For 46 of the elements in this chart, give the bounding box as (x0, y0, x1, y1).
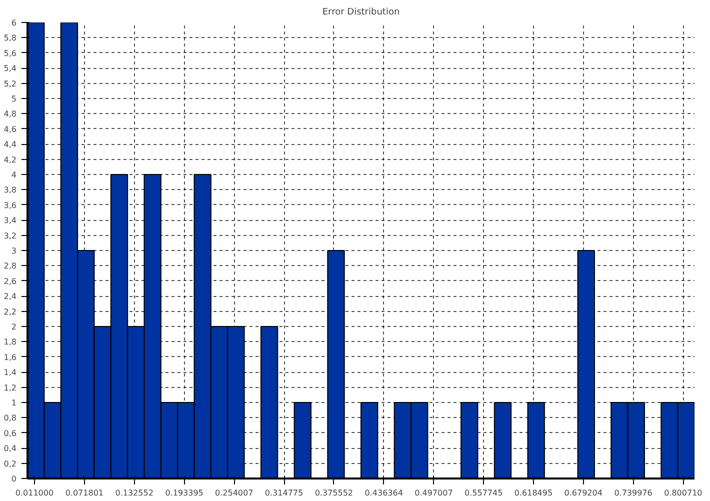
x-tick-label: 0.557745 (464, 488, 503, 498)
x-tick-label: 0.497007 (414, 488, 453, 498)
x-tick-label: 0.314775 (264, 488, 304, 498)
chart-title: Error Distribution (322, 8, 400, 18)
y-tick-label: 3,6 (4, 200, 17, 210)
y-tick-label: 1,2 (4, 383, 17, 392)
y-tick-label: 5,8 (4, 34, 17, 43)
x-tick-label: 0.132552 (115, 488, 154, 498)
y-tick-label: 3,4 (4, 216, 17, 226)
y-tick-label: 4 (11, 170, 17, 180)
y-tick-label: 4,8 (4, 110, 17, 119)
y-tick-label: 1,6 (4, 352, 17, 362)
y-tick-label: 2,2 (4, 307, 17, 316)
y-tick-label: 1,8 (4, 338, 17, 347)
y-tick-label: 5,4 (4, 64, 17, 74)
x-tick-label: 0.071801 (65, 488, 104, 498)
y-tick-label: 0,2 (4, 459, 17, 468)
x-tick-label: 0.739976 (614, 488, 652, 498)
x-tick-label: 0.193395 (165, 488, 204, 498)
y-tick-label: 3,8 (4, 186, 17, 195)
y-tick-label: 2,6 (4, 276, 17, 286)
x-tick-label: 0.375552 (314, 488, 354, 498)
y-tick-label: 3 (11, 246, 17, 256)
y-tick-label: 5,2 (4, 79, 17, 88)
y-tick-label: 0,4 (4, 444, 17, 454)
y-tick-label: 1 (11, 398, 17, 408)
x-tick-label: 0.254007 (215, 488, 254, 498)
x-tick-label: 0.618495 (514, 488, 553, 498)
y-tick-label: 5 (11, 94, 17, 104)
x-tick-label: 0.800710 (664, 488, 702, 498)
y-tick-label: 4,2 (4, 155, 17, 164)
x-tick-label: 0.011000 (15, 488, 54, 498)
x-tick-label: 0.679204 (564, 488, 602, 498)
x-tick-label: 0.436364 (364, 488, 403, 498)
y-tick-label: 0 (11, 474, 17, 484)
y-tick-label: 2,8 (4, 262, 17, 271)
y-tick-label: 6 (11, 18, 17, 28)
y-tick-label: 3,2 (4, 231, 17, 240)
y-tick-label: 4,6 (4, 124, 17, 134)
y-tick-label: 4,4 (4, 140, 17, 150)
y-tick-label: 1,4 (4, 368, 17, 378)
y-tick-label: 5,6 (4, 48, 17, 58)
y-tick-label: 2 (11, 322, 17, 332)
y-tick-label: 0,8 (4, 414, 17, 423)
y-tick-label: 0,6 (4, 428, 17, 438)
y-tick-label: 2,4 (4, 292, 17, 302)
